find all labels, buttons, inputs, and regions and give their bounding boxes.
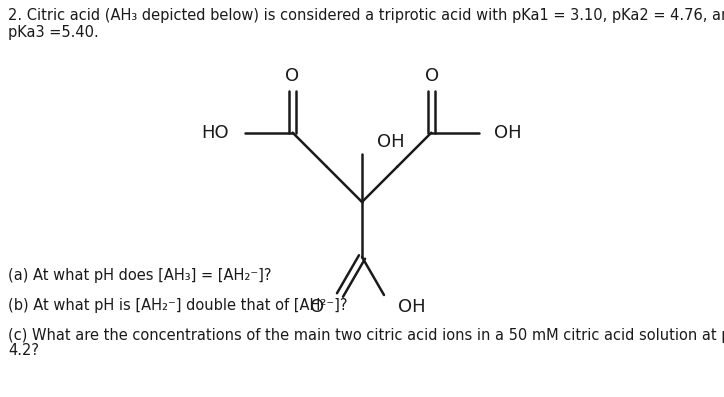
Text: O: O	[425, 67, 439, 85]
Text: pKa3 =5.40.: pKa3 =5.40.	[8, 25, 98, 40]
Text: O: O	[285, 67, 299, 85]
Text: 2. Citric acid (AH₃ depicted below) is considered a triprotic acid with pKa1 = 3: 2. Citric acid (AH₃ depicted below) is c…	[8, 8, 724, 23]
Text: (a) At what pH does [AH₃] = [AH₂⁻]?: (a) At what pH does [AH₃] = [AH₂⁻]?	[8, 268, 272, 283]
Text: O: O	[310, 298, 324, 316]
Text: 4.2?: 4.2?	[8, 343, 39, 358]
Text: OH: OH	[398, 298, 426, 316]
Text: OH: OH	[377, 133, 405, 151]
Text: OH: OH	[494, 124, 522, 142]
Text: (c) What are the concentrations of the main two citric acid ions in a 50 mM citr: (c) What are the concentrations of the m…	[8, 328, 724, 343]
Text: (b) At what pH is [AH₂⁻] double that of [AH²⁻]?: (b) At what pH is [AH₂⁻] double that of …	[8, 298, 348, 313]
Text: HO: HO	[201, 124, 229, 142]
